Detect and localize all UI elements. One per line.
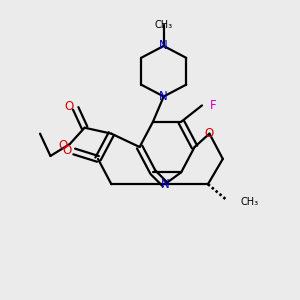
- Text: N: N: [159, 90, 168, 103]
- Text: O: O: [62, 143, 71, 157]
- Text: F: F: [209, 99, 216, 112]
- Text: N: N: [160, 178, 169, 191]
- Text: O: O: [64, 100, 74, 113]
- Text: CH₃: CH₃: [241, 197, 259, 207]
- Text: N: N: [159, 40, 168, 52]
- Text: CH₃: CH₃: [154, 20, 173, 30]
- Text: O: O: [205, 127, 214, 140]
- Text: O: O: [58, 139, 68, 152]
